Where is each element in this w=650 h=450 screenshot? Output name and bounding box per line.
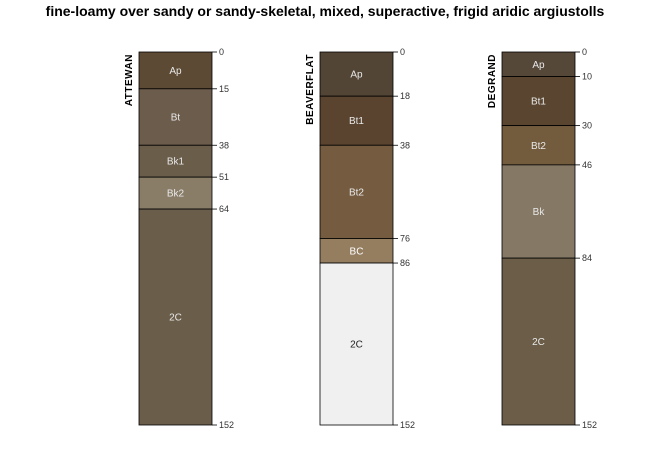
depth-tick-label: 152	[582, 420, 597, 430]
depth-tick-label: 64	[219, 204, 229, 214]
horizon-2c	[319, 262, 394, 426]
horizon-bt2	[319, 144, 394, 239]
depth-tick-label: 0	[400, 47, 405, 57]
horizon-label: BC	[350, 246, 364, 257]
depth-tick-label: 18	[400, 91, 410, 101]
horizon-bt2	[501, 125, 576, 166]
depth-tick-label: 84	[582, 253, 592, 263]
horizon-label: Ap	[532, 60, 545, 71]
horizon-bk	[501, 164, 576, 259]
depth-tick-label: 152	[400, 420, 415, 430]
horizon-bc	[319, 238, 394, 264]
horizon-ap	[501, 51, 576, 77]
depth-tick-label: 46	[582, 160, 592, 170]
horizon-ap	[138, 51, 213, 90]
horizon-label: Bt	[171, 113, 181, 124]
chart-title: fine-loamy over sandy or sandy-skeletal,…	[45, 3, 605, 19]
depth-tick-label: 38	[400, 140, 410, 150]
horizon-label: Bk1	[167, 157, 185, 168]
depth-tick-label: 152	[219, 420, 234, 430]
horizon-label: Bt2	[349, 187, 364, 198]
horizon-bt1	[501, 76, 576, 127]
horizon-2c	[138, 208, 213, 426]
horizon-label: 2C	[169, 313, 182, 324]
horizon-label: Bt1	[349, 116, 364, 127]
depth-tick-label: 86	[400, 258, 410, 268]
depth-tick-label: 38	[219, 140, 229, 150]
soil-profile-degrand: Ap Bt1 Bt2 Bk 2C 0 10 30 46 84 152 DEGRAND	[487, 47, 597, 430]
profiles-layer: Ap Bt Bk1 Bk2 2C 0 15 38 51 64 152 ATTEWAN Ap Bt1 Bt2 B…	[124, 47, 597, 430]
horizon-label: Bk	[533, 207, 546, 218]
profile-name: BEAVERFLAT	[305, 54, 316, 125]
horizon-label: Bt2	[531, 141, 546, 152]
horizon-label: Ap	[169, 66, 182, 77]
depth-tick-label: 15	[219, 84, 229, 94]
depth-tick-label: 0	[582, 47, 587, 57]
depth-tick-label: 51	[219, 172, 229, 182]
soil-profile-attewan: Ap Bt Bk1 Bk2 2C 0 15 38 51 64 152 ATTEWAN	[124, 47, 234, 430]
depth-tick-label: 0	[219, 47, 224, 57]
horizon-label: Bt1	[531, 97, 546, 108]
horizon-bk2	[138, 176, 213, 210]
horizon-label: 2C	[350, 340, 363, 351]
soil-profile-beaverflat: Ap Bt1 Bt2 BC 2C 0 18 38 76 86 152 BEAVERFLAT	[305, 47, 415, 430]
depth-tick-label: 10	[582, 72, 592, 82]
depth-tick-label: 76	[400, 234, 410, 244]
depth-tick-label: 30	[582, 121, 592, 131]
horizon-label: Bk2	[167, 189, 185, 200]
profile-name: ATTEWAN	[124, 54, 135, 106]
horizon-bk1	[138, 144, 213, 178]
horizon-label: Ap	[350, 70, 363, 81]
horizon-label: 2C	[532, 337, 545, 348]
profile-name: DEGRAND	[487, 54, 498, 108]
horizon-2c	[501, 257, 576, 426]
